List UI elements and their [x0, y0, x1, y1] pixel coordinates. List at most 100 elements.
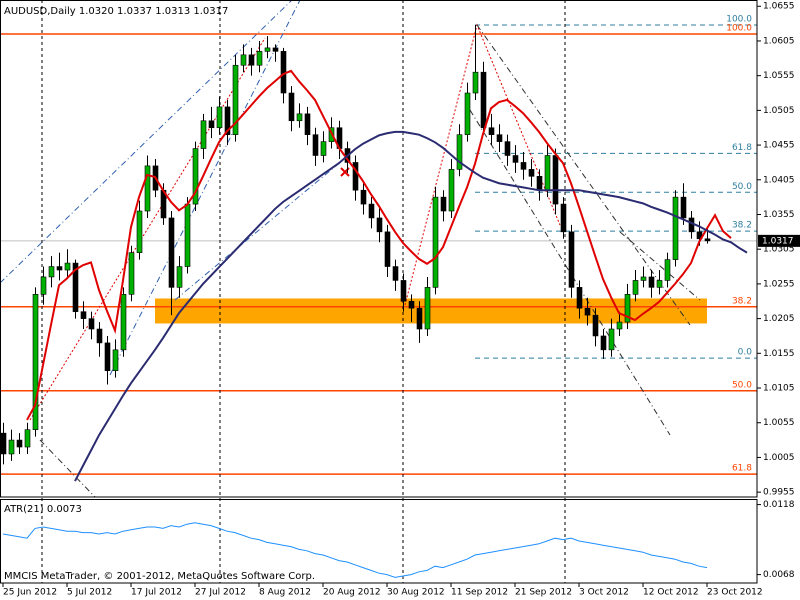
candle-body	[200, 120, 207, 149]
candle-body	[496, 134, 503, 142]
candle-body	[480, 71, 487, 129]
x-tick-label: 25 Jun 2012	[3, 588, 57, 598]
candle-body	[424, 287, 431, 330]
x-tick-label: 20 Aug 2012	[323, 588, 381, 598]
trend-line	[619, 231, 701, 301]
candle-body	[48, 266, 55, 278]
trend-line	[29, 37, 266, 421]
candle-body	[472, 71, 479, 94]
trend-line	[109, 0, 301, 376]
candle-body	[112, 349, 119, 371]
candle-body	[240, 54, 247, 66]
candle-body	[640, 276, 647, 281]
y-tick-label: 1.0505	[763, 106, 795, 116]
y-tick-label: 1.0255	[763, 279, 795, 289]
candle-body	[608, 328, 615, 351]
candle-body	[312, 134, 319, 156]
candle-body	[352, 162, 359, 191]
candle-body	[216, 106, 223, 129]
candle-body	[232, 64, 239, 135]
candle-body	[648, 276, 655, 288]
candle-body	[576, 287, 583, 309]
candle-body	[248, 54, 255, 66]
y-tick-label: 1.0555	[763, 71, 795, 81]
candle-body	[664, 259, 671, 281]
candle-body	[408, 300, 415, 309]
candle-body	[584, 307, 591, 316]
trend-line	[174, 149, 356, 301]
trend-line	[39, 439, 96, 497]
chart-title: AUDUSD,Daily 1.0320 1.0337 1.0313 1.0317	[4, 6, 228, 17]
candle-body	[488, 127, 495, 135]
candle-body	[416, 307, 423, 330]
candle-body	[144, 165, 151, 212]
x-tick-label: 11 Sep 2012	[451, 588, 508, 598]
y-tick-label: 1.0305	[763, 245, 795, 255]
x-tick-label: 8 Aug 2012	[259, 588, 311, 598]
fibo-label: 50.0	[732, 380, 752, 390]
candle-body	[192, 148, 199, 205]
indicator-title: ATR(21) 0.0073	[4, 504, 82, 515]
price-marks	[0, 24, 748, 482]
candle-body	[448, 169, 455, 212]
candle-body	[464, 92, 471, 135]
candle-body	[40, 276, 47, 295]
last-price-box	[758, 234, 800, 247]
candle-body	[456, 134, 463, 170]
candle-body	[104, 342, 111, 371]
candle-body	[680, 196, 687, 219]
copyright: MMCIS MetaTrader, © 2001-2012, MetaQuote…	[4, 571, 315, 582]
y-tick-label: 1.0355	[763, 210, 795, 220]
candle-body	[624, 294, 631, 323]
y-tick-label: 0.0118	[763, 500, 795, 510]
candle-body	[376, 217, 383, 233]
candle-body	[88, 318, 95, 330]
candle-body	[8, 439, 15, 455]
y-tick-label: 1.0205	[763, 314, 795, 324]
line-series	[26, 69, 732, 421]
candle-body	[392, 266, 399, 281]
y-tick-label: 1.0105	[763, 384, 795, 394]
y-tick-label: 1.0155	[763, 349, 795, 359]
x-tick-label: 30 Aug 2012	[387, 588, 445, 598]
candle-body	[136, 210, 143, 253]
candle-body	[528, 169, 535, 177]
candle-body	[368, 203, 375, 219]
candle-body	[208, 120, 215, 129]
fibo-label: 100.0	[726, 24, 752, 34]
x-tick-label: 5 Jul 2012	[67, 588, 112, 598]
candle-body	[280, 51, 287, 94]
candle-body	[0, 432, 7, 455]
y-tick-label: 1.0405	[763, 175, 795, 185]
main-frame	[0, 0, 758, 498]
candle-body	[656, 280, 663, 288]
fibo-label: 100.0	[726, 14, 752, 24]
x-tick-label: 27 Jul 2012	[195, 588, 246, 598]
y-tick-label: 1.0455	[763, 141, 795, 151]
candle-body	[264, 47, 271, 52]
candle-body	[552, 155, 559, 205]
candle-body	[72, 262, 79, 312]
candle-body	[256, 51, 263, 66]
fibo-label: 38.2	[732, 296, 752, 306]
candle-body	[296, 113, 303, 122]
candle-body	[568, 231, 575, 288]
fibo-label: 61.8	[732, 143, 752, 153]
candle-body	[176, 266, 183, 288]
x-tick-label: 23 Oct 2012	[707, 588, 763, 598]
atr-frame	[0, 499, 758, 584]
candle-body	[56, 266, 63, 271]
fibo-label: 61.8	[732, 464, 752, 474]
candle-body	[96, 328, 103, 344]
x-tick-label: 3 Oct 2012	[579, 588, 629, 598]
y-tick-label: 0.0068	[763, 570, 795, 580]
zone	[155, 298, 707, 324]
candle-body	[304, 113, 311, 135]
candle-body	[672, 196, 679, 260]
candle-body	[616, 321, 623, 330]
line-series	[74, 130, 748, 482]
candle-body	[24, 429, 31, 448]
candle-body	[400, 280, 407, 302]
y-tick-label: 1.0655	[763, 2, 795, 12]
